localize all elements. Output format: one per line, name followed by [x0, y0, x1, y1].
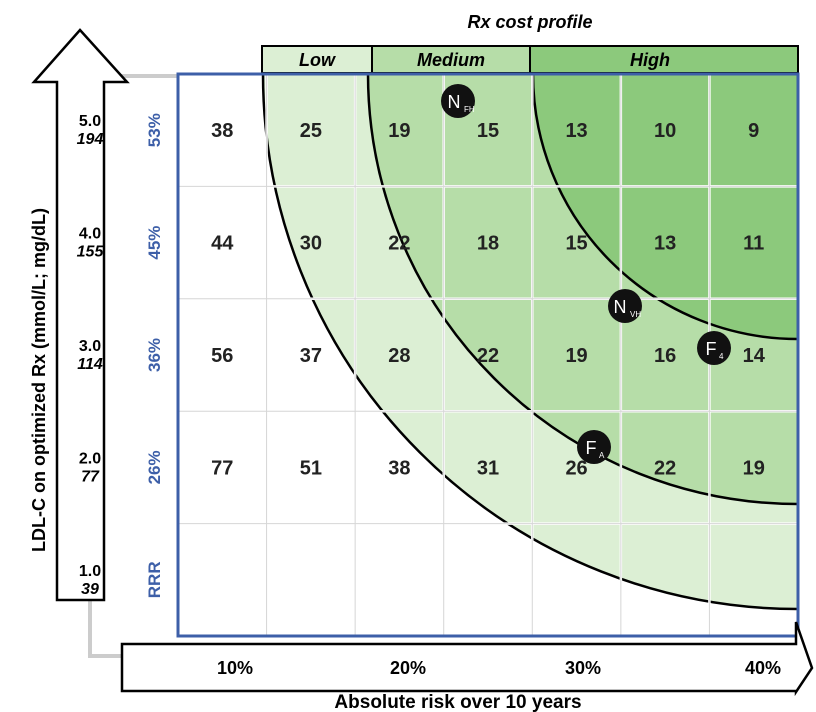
chart-title: Rx cost profile — [467, 12, 592, 32]
cell-value: 25 — [300, 120, 322, 142]
cost-zone-arcs — [261, 74, 798, 611]
cell-value: 77 — [211, 457, 233, 479]
y-tick-mmol: 4.0 — [79, 226, 101, 243]
cell-value: 51 — [300, 457, 322, 479]
cell-value: 19 — [565, 345, 587, 367]
cell-value: 10 — [654, 120, 676, 142]
cell-value: 15 — [565, 233, 587, 255]
cell-value: 31 — [477, 457, 499, 479]
axis-connector-bottom — [88, 600, 122, 658]
marker-n-vh: N VH — [608, 289, 642, 323]
x-tick-labels: 10% 20% 30% 40% — [217, 658, 781, 678]
x-tick-label: 40% — [745, 658, 781, 678]
rrr-value: 26% — [145, 450, 164, 484]
y-tick-mgdl: 39 — [81, 581, 99, 598]
svg-text:F: F — [706, 339, 717, 359]
cell-value: 30 — [300, 233, 322, 255]
cell-value: 37 — [300, 345, 322, 367]
y-axis-arrow — [31, 28, 130, 602]
marker-f-4: F 4 — [697, 331, 731, 365]
svg-text:FH: FH — [464, 105, 475, 114]
marker-n-fh: N FH — [441, 84, 475, 118]
cost-low-label: Low — [299, 50, 336, 70]
y-tick-mmol: 5.0 — [79, 113, 101, 130]
x-axis-label: Absolute risk over 10 years — [334, 692, 581, 712]
cell-value: 22 — [388, 233, 410, 255]
rrr-labels: 53% 45% 36% 26% RRR — [145, 113, 164, 598]
cell-value: 19 — [743, 457, 765, 479]
svg-text:F: F — [586, 438, 597, 458]
y-tick-mgdl: 114 — [77, 356, 103, 373]
svg-text:4: 4 — [719, 352, 724, 361]
rrr-value: 53% — [145, 113, 164, 147]
cell-value: 26 — [565, 457, 587, 479]
cell-value: 13 — [565, 120, 587, 142]
y-tick-mmol: 1.0 — [79, 563, 101, 580]
cell-value: 44 — [211, 233, 234, 255]
cell-value: 9 — [748, 120, 759, 142]
x-tick-label: 20% — [390, 658, 426, 678]
cell-value: 28 — [388, 345, 410, 367]
cell-value: 38 — [388, 457, 410, 479]
y-tick-mmol: 2.0 — [79, 450, 101, 467]
x-tick-label: 10% — [217, 658, 253, 678]
svg-text:VH: VH — [630, 310, 641, 319]
cell-values: 38 25 19 15 13 10 9 44 30 22 18 15 13 11 56 37 28 22 19 16 1… — [211, 120, 766, 479]
cost-medium-label: Medium — [417, 50, 485, 70]
grid-lines — [178, 74, 798, 636]
cell-value: 19 — [388, 120, 410, 142]
cell-value: 22 — [654, 457, 676, 479]
y-axis-label: LDL-C on optimized Rx (mmol/L; mg/dL) — [29, 208, 49, 552]
cell-value: 22 — [477, 345, 499, 367]
y-tick-mmol: 3.0 — [79, 338, 101, 355]
svg-text:A: A — [599, 451, 605, 460]
rrr-value: 45% — [145, 226, 164, 260]
x-tick-label: 30% — [565, 658, 601, 678]
x-axis-arrow — [120, 621, 814, 697]
cell-value: 14 — [743, 345, 766, 367]
cost-high-label: High — [630, 50, 670, 70]
svg-text:N: N — [614, 297, 627, 317]
rrr-value: 36% — [145, 338, 164, 372]
y-tick-mgdl: 77 — [81, 468, 100, 485]
cell-value: 38 — [211, 120, 233, 142]
cell-value: 56 — [211, 345, 233, 367]
svg-text:N: N — [448, 92, 461, 112]
high-cost-zone — [531, 74, 798, 341]
cost-profile-header: Low Medium High — [261, 45, 799, 74]
cell-value: 15 — [477, 120, 499, 142]
cell-value: 16 — [654, 345, 676, 367]
cell-value: 13 — [654, 233, 676, 255]
marker-f-a: F A — [577, 430, 611, 464]
y-tick-mgdl: 194 — [77, 131, 104, 148]
cell-value: 11 — [743, 233, 764, 255]
rrr-header: RRR — [145, 561, 164, 598]
y-tick-mgdl: 155 — [77, 244, 105, 261]
grid-border — [176, 72, 800, 638]
cell-value: 18 — [477, 233, 499, 255]
